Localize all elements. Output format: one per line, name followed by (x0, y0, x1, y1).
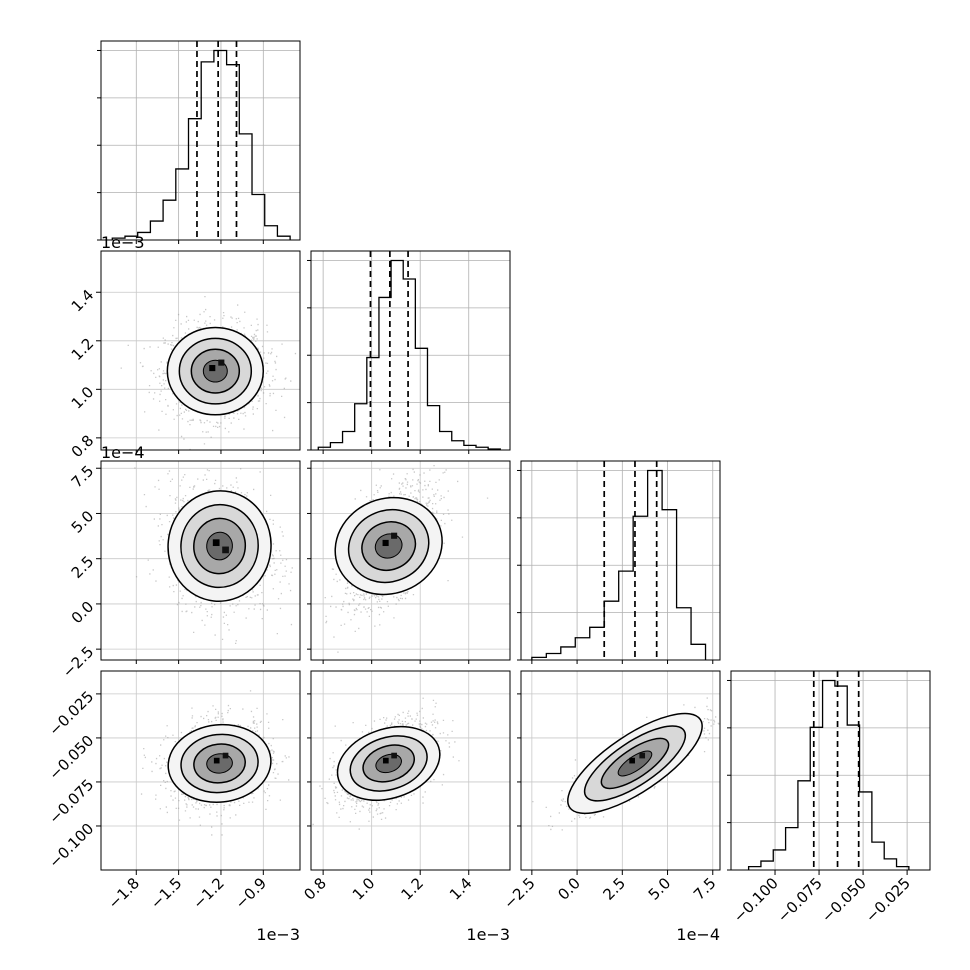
density-peak (382, 539, 389, 547)
y-offset-label-2: 1e−4 (101, 443, 145, 462)
y-tick-label: 1.4 (68, 286, 98, 316)
x-tick-label: 0.8 (300, 874, 330, 904)
density-peak (382, 757, 389, 764)
density-peak (218, 359, 225, 366)
x-tick-label: −0.9 (232, 874, 270, 912)
x-tick-label: −0.100 (730, 874, 782, 926)
y-tick-label: −2.5 (59, 643, 97, 681)
x-tick-label: −1.2 (189, 874, 227, 912)
scatter-panel-2-0 (100, 460, 301, 661)
x-offset-label-0: 1e−3 (256, 925, 300, 944)
density-peak (212, 539, 220, 547)
y-tick-label: 0.8 (68, 432, 98, 462)
y-tick-label: 7.5 (68, 462, 98, 492)
panel-frame (520, 460, 721, 661)
x-offset-label-2: 1e−4 (676, 925, 720, 944)
histogram-step-2 (531, 469, 707, 660)
density-peak (209, 365, 216, 372)
density-peak (391, 532, 398, 539)
histogram-panel-2 (517, 460, 721, 661)
x-offset-label-1: 1e−3 (466, 925, 510, 944)
scatter-panel-3-0 (100, 670, 301, 871)
panel-frame (100, 40, 301, 241)
x-tick-label: 0.0 (554, 874, 584, 904)
x-tick-label: −0.050 (818, 874, 870, 926)
scatter-panel-2-1 (310, 460, 511, 661)
panel-frame (310, 250, 511, 451)
panel-frame (730, 670, 931, 871)
panel-frame (100, 460, 301, 661)
y-tick-label: 0.0 (68, 598, 98, 628)
x-tick-label: −1.5 (147, 874, 185, 912)
panel-frame (520, 670, 721, 871)
scatter-panel-3-2 (520, 670, 721, 871)
histogram-panel-3 (727, 670, 931, 871)
x-tick-label: 1.2 (397, 874, 427, 904)
density-peak (222, 546, 229, 554)
x-tick-label: −0.075 (774, 874, 826, 926)
panel-frame (310, 670, 511, 871)
scatter-panel-3-1 (310, 670, 511, 871)
x-tick-label: 7.5 (690, 874, 720, 904)
x-tick-label: 1.0 (349, 874, 379, 904)
y-tick-label: −0.075 (45, 776, 97, 828)
panel-frame (100, 250, 301, 451)
panel-frame (310, 460, 511, 661)
y-tick-label: −0.025 (45, 688, 97, 740)
density-peak (629, 757, 635, 764)
density-peak (213, 757, 220, 764)
scatter-panel-1-0 (100, 250, 301, 451)
x-tick-label: 2.5 (600, 874, 630, 904)
y-tick-label: 1.2 (68, 334, 98, 364)
y-tick-label: −0.100 (45, 820, 97, 872)
y-tick-label: 2.5 (68, 552, 98, 582)
histogram-panel-1 (307, 250, 511, 451)
y-tick-label: 5.0 (68, 507, 98, 537)
histogram-step-1 (317, 259, 501, 450)
y-tick-label: −0.050 (45, 732, 97, 784)
y-tick-label: 1.0 (68, 383, 98, 413)
histogram-panel-0 (97, 40, 301, 241)
x-tick-label: 1.4 (446, 874, 476, 904)
x-tick-label: −2.5 (500, 874, 538, 912)
density-peak (391, 752, 397, 759)
x-tick-label: −0.025 (862, 874, 914, 926)
x-tick-label: −1.8 (105, 874, 143, 912)
density-peak (639, 752, 646, 759)
histogram-step-0 (111, 49, 291, 240)
x-tick-label: 5.0 (645, 874, 675, 904)
y-offset-label-1: 1e−3 (101, 233, 145, 252)
panel-frame (100, 670, 301, 871)
density-peak (222, 752, 229, 759)
histogram-step-3 (747, 679, 910, 870)
